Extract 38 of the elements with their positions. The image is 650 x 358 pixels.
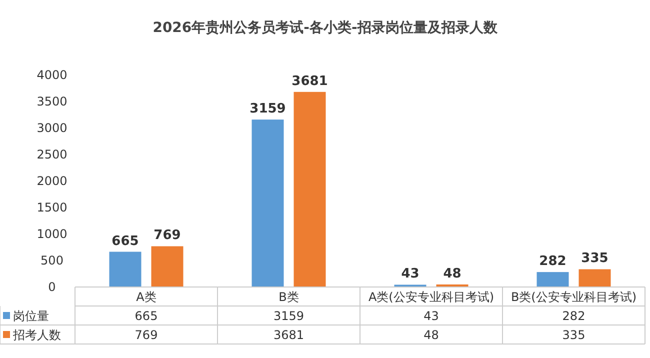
y-tick-label: 1500 (36, 200, 68, 214)
annotation: 3159 (250, 102, 286, 117)
y-tick-label: 3000 (36, 121, 68, 135)
annotation: 43 (401, 266, 420, 282)
x-tick-label: B类(公安专业科目考试) (510, 290, 637, 304)
bar (151, 246, 184, 287)
x-tick-label: A类 (136, 290, 156, 304)
annotation: 335 (581, 251, 608, 266)
bar (536, 272, 569, 287)
data-label: 769 (134, 328, 158, 342)
annotation: 3681 (292, 74, 328, 89)
y-tick-label: 0 (48, 280, 56, 294)
y-tick-label: 500 (40, 254, 64, 268)
bar (294, 92, 326, 287)
data-label: 665 (134, 309, 158, 323)
y-tick-label: 2000 (36, 174, 68, 188)
data-label: 282 (562, 309, 586, 323)
annotation: 769 (154, 228, 181, 244)
y-tick-label: 4000 (36, 68, 68, 82)
x-tick-label: B类 (278, 290, 299, 304)
chart-title: 2026年贵州公务员考试-各小类-招录岗位量及招录人数 (152, 20, 498, 36)
data-label: 335 (562, 328, 586, 342)
data-label: 43 (424, 309, 439, 323)
annotation: 665 (112, 234, 139, 249)
data-label: 48 (424, 328, 439, 342)
x-tick-label: A类(公安专业科目考试) (368, 290, 494, 304)
annotation: 48 (443, 266, 462, 282)
y-tick-label: 1000 (36, 227, 68, 241)
y-tick-label: 2500 (36, 148, 68, 162)
bar (109, 252, 142, 287)
legend-label: 岗位量 (13, 309, 49, 323)
y-tick-label: 3500 (36, 94, 68, 108)
data-label: 3681 (273, 328, 304, 342)
data-label: 3159 (273, 309, 304, 323)
bar (252, 120, 284, 287)
bar (578, 269, 611, 287)
annotation: 282 (539, 254, 566, 270)
legend-label: 招考人数 (12, 328, 61, 342)
